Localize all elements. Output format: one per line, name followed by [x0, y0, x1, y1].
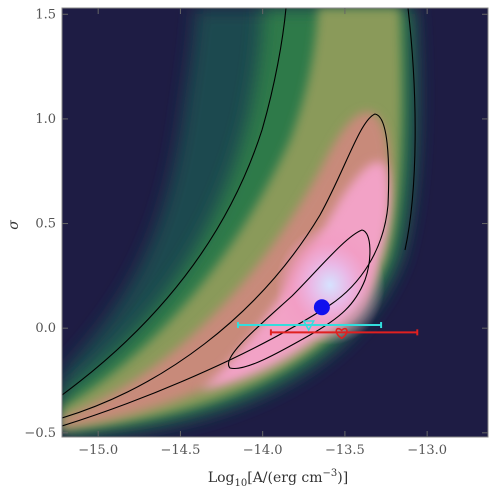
x-tick-label: −14.0: [243, 443, 283, 458]
plot-frame: [61, 7, 489, 438]
x-tick-label: −13.0: [407, 443, 447, 458]
contour-middle: [62, 113, 390, 427]
y-axis: −0.5 0.0 0.5 1.0 1.5: [24, 7, 488, 441]
measurement-marker-triangle: [302, 320, 315, 332]
contour-inner: [227, 229, 371, 370]
y-tick-label: 0.5: [35, 217, 56, 232]
data-marks: [236, 299, 419, 340]
y-tick-label: −0.5: [24, 426, 56, 441]
y-tick-label: 1.0: [35, 112, 56, 127]
y-tick-label: 1.5: [35, 7, 56, 22]
heat-peak: [275, 225, 385, 345]
x-axis: −15.0 −14.5 −14.0 −13.5 −13.0: [78, 8, 447, 458]
x-tick-label: −13.5: [325, 443, 365, 458]
best-fit-point: [313, 299, 330, 316]
contour-outer: [62, 8, 416, 396]
y-axis-label: σ: [6, 220, 22, 230]
y-tick-label: 0.0: [35, 321, 56, 336]
x-tick-label: −14.5: [161, 443, 201, 458]
x-axis-label: Log10[A/(erg cm−3)]: [208, 468, 348, 489]
measurement-marker-heart: [335, 327, 348, 340]
x-tick-label: −15.0: [78, 443, 118, 458]
